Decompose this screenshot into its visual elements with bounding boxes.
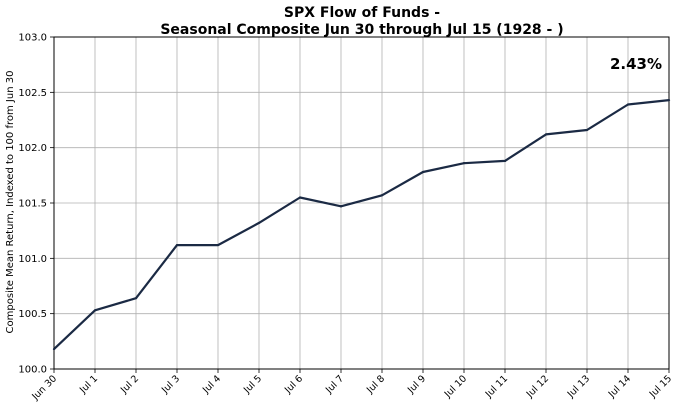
data-point [257, 221, 261, 225]
x-tick-label: Jul 14 [606, 373, 633, 400]
y-tick-label: 101.0 [18, 254, 47, 265]
y-tick-label: 100.0 [18, 365, 47, 376]
y-tick-label: 103.0 [18, 33, 47, 44]
x-tick-label: Jul 4 [200, 373, 223, 396]
data-point [52, 347, 56, 351]
data-point [216, 243, 220, 247]
data-point [298, 196, 302, 199]
x-tick-label: Jul 11 [483, 373, 510, 400]
data-point [462, 162, 466, 165]
data-point [626, 103, 630, 106]
x-tick-label: Jul 13 [565, 373, 592, 400]
y-tick-label: 102.5 [18, 88, 47, 99]
y-tick-label: 101.5 [18, 199, 47, 210]
data-point [175, 243, 179, 247]
data-point [667, 98, 671, 102]
axes: 100.0 100.5 101.0 101.5 102.0 102.5 103.0 Jun 3… [18, 33, 674, 404]
data-point [503, 159, 507, 163]
return-annotation: 2.43% [610, 55, 662, 73]
data-point [134, 297, 138, 300]
x-tick-label: Jun 30 [29, 373, 59, 403]
y-tick-label: 102.0 [18, 143, 47, 154]
chart-subtitle: Seasonal Composite Jun 30 through Jul 15… [160, 22, 563, 38]
x-tick-label: Jul 5 [241, 373, 264, 396]
x-tick-label: Jul 9 [405, 373, 428, 396]
data-point [585, 128, 589, 132]
x-tick-label: Jul 6 [282, 373, 305, 396]
grid [53, 36, 670, 370]
data-point [380, 194, 384, 197]
y-axis-label: Composite Mean Return, Indexed to 100 fr… [5, 71, 16, 334]
series [52, 98, 671, 351]
y-tick-label: 100.5 [18, 309, 47, 320]
data-point [544, 133, 548, 136]
data-point [339, 205, 343, 208]
x-tick-label: Jul 12 [524, 373, 551, 400]
x-tick-label: Jul 10 [442, 373, 469, 400]
data-point [421, 170, 425, 174]
chart-title: SPX Flow of Funds - [284, 5, 440, 21]
series-line [53, 99, 670, 350]
x-tick-label: Jul 8 [364, 373, 387, 396]
x-tick-label: Jul 7 [323, 373, 346, 396]
plot-frame [53, 36, 670, 370]
x-tick-label: Jul 1 [77, 373, 100, 396]
x-tick-label: Jul 2 [118, 373, 141, 396]
x-tick-label: Jul 3 [159, 373, 182, 396]
x-tick-label: Jul 15 [647, 373, 674, 400]
data-point [93, 309, 97, 312]
